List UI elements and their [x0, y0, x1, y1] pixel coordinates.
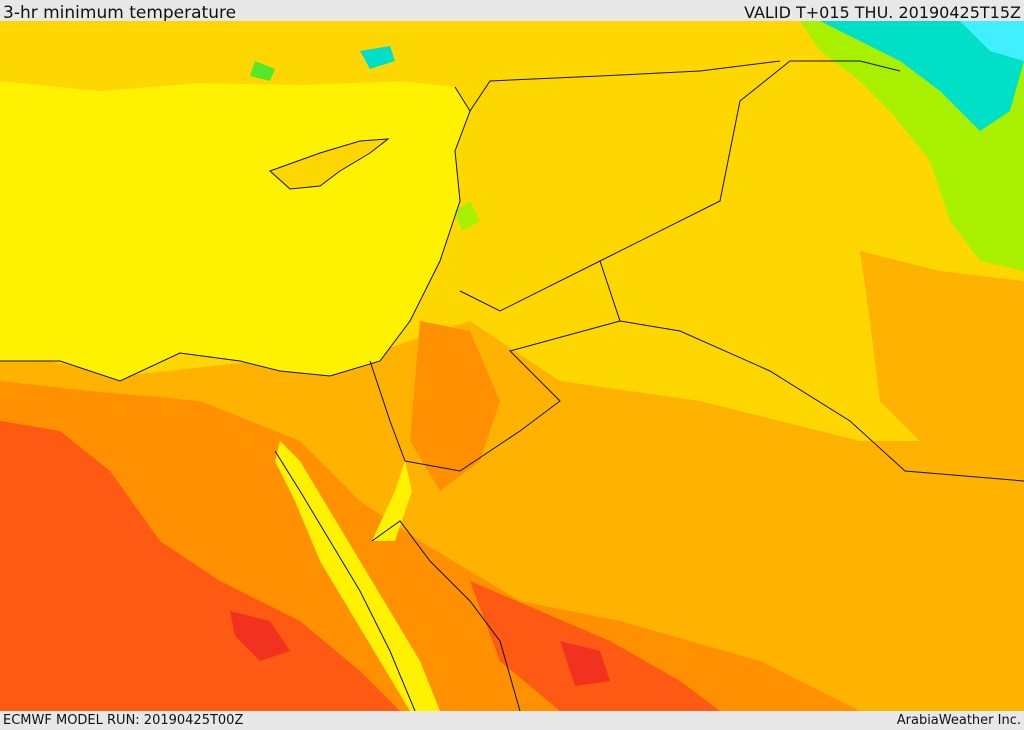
map-title: 3-hr minimum temperature	[3, 3, 237, 23]
green-patch-1	[250, 61, 275, 81]
valid-time-label: VALID T+015 THU. 20190425T15Z	[744, 3, 1021, 22]
red-orange-zone	[0, 421, 400, 711]
credit-label: ArabiaWeather Inc.	[896, 713, 1021, 728]
country-border-iraq	[599, 60, 901, 262]
green-patch-3	[455, 201, 480, 231]
cool-zone-cyan	[820, 21, 1024, 131]
country-border-sinai	[369, 360, 406, 462]
orange-zone-sinai	[410, 321, 500, 491]
map-footer: ECMWF MODEL RUN: 20190425T00Z ArabiaWeat…	[0, 711, 1024, 729]
red-hotspot-2	[560, 641, 610, 686]
red-sea	[275, 441, 440, 711]
country-border-jordan	[404, 260, 621, 472]
amber-zone-east	[860, 251, 1024, 461]
model-run-label: ECMWF MODEL RUN: 20190425T00Z	[3, 713, 244, 728]
coastline	[0, 86, 471, 382]
cool-zone-light-cyan	[960, 21, 1024, 61]
map-header: 3-hr minimum temperature VALID T+015 THU…	[0, 0, 1024, 23]
red-hotspot	[230, 611, 290, 661]
gulf-of-aqaba	[372, 461, 412, 541]
green-patch-2	[360, 46, 395, 69]
red-sea-coast-east	[371, 520, 521, 711]
country-border-saudi	[619, 320, 1024, 482]
red-orange-zone-hijaz	[470, 581, 720, 711]
temperature-map[interactable]	[0, 21, 1024, 711]
red-sea-coast-west	[274, 450, 416, 711]
cyprus	[269, 138, 390, 190]
country-border-syria-turkey	[469, 60, 781, 112]
